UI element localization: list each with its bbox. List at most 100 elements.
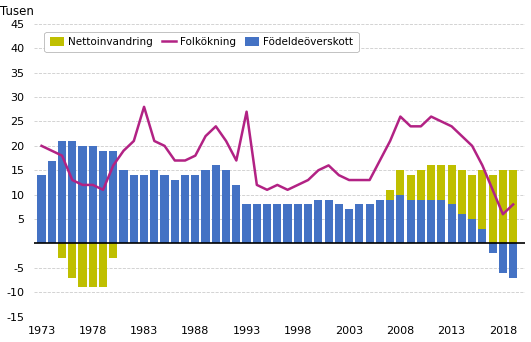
Bar: [89, 146, 97, 244]
Bar: [263, 205, 271, 244]
Bar: [396, 170, 405, 244]
Bar: [427, 200, 435, 244]
Bar: [201, 209, 210, 244]
Folkökning: [49, 149, 55, 153]
Bar: [345, 214, 353, 244]
Folkökning: [274, 183, 280, 187]
Folkökning: [192, 154, 199, 158]
Bar: [396, 195, 405, 244]
Folkökning: [407, 124, 414, 128]
Bar: [437, 166, 446, 244]
Bar: [386, 200, 394, 244]
Bar: [243, 234, 251, 244]
Folkökning: [90, 183, 96, 187]
Bar: [150, 219, 158, 244]
Bar: [386, 190, 394, 244]
Bar: [335, 214, 343, 244]
Bar: [160, 224, 169, 244]
Bar: [458, 170, 466, 244]
Folkökning: [79, 183, 85, 187]
Bar: [448, 166, 456, 244]
Folkökning: [243, 110, 250, 114]
Bar: [130, 175, 138, 244]
Bar: [417, 200, 425, 244]
Bar: [119, 234, 127, 244]
Bar: [140, 214, 148, 244]
Folkökning: [121, 149, 127, 153]
Folkökning: [387, 139, 393, 143]
Folkökning: [69, 178, 75, 182]
Folkökning: [459, 134, 465, 138]
Bar: [294, 205, 302, 244]
Bar: [212, 166, 220, 244]
Folkökning: [59, 154, 65, 158]
Bar: [407, 200, 415, 244]
Folkökning: [418, 124, 424, 128]
Bar: [171, 229, 179, 244]
Bar: [222, 170, 230, 244]
Bar: [109, 244, 117, 258]
Folkökning: [141, 105, 147, 109]
Folkökning: [356, 178, 363, 182]
Bar: [253, 229, 261, 244]
Folkökning: [100, 188, 106, 192]
Bar: [38, 175, 46, 244]
Bar: [324, 209, 333, 244]
Bar: [365, 219, 374, 244]
Bar: [181, 229, 189, 244]
Bar: [284, 229, 292, 244]
Folkökning: [428, 115, 434, 119]
Folkökning: [182, 158, 189, 162]
Text: Tusen: Tusen: [0, 5, 34, 18]
Folkökning: [376, 158, 383, 162]
Bar: [79, 146, 87, 244]
Bar: [273, 229, 281, 244]
Bar: [314, 214, 322, 244]
Folkökning: [366, 178, 373, 182]
Bar: [427, 166, 435, 244]
Bar: [48, 160, 56, 244]
Bar: [509, 170, 517, 244]
Bar: [68, 244, 76, 278]
Bar: [489, 244, 496, 253]
Bar: [458, 214, 466, 244]
Folkökning: [438, 119, 444, 123]
Folkökning: [469, 144, 475, 148]
Bar: [109, 151, 117, 244]
Folkökning: [223, 139, 229, 143]
Bar: [263, 229, 271, 244]
Bar: [324, 200, 333, 244]
Bar: [417, 170, 425, 244]
Folkökning: [490, 188, 496, 192]
Bar: [273, 205, 281, 244]
Bar: [448, 205, 456, 244]
Bar: [314, 200, 322, 244]
Folkökning: [233, 158, 239, 162]
Folkökning: [38, 144, 45, 148]
Folkökning: [326, 163, 332, 168]
Bar: [171, 180, 179, 244]
Bar: [130, 214, 138, 244]
Bar: [355, 205, 363, 244]
Bar: [58, 141, 66, 244]
Folkökning: [285, 188, 291, 192]
Folkökning: [305, 178, 311, 182]
Bar: [468, 175, 476, 244]
Folkökning: [172, 158, 178, 162]
Folkökning: [500, 212, 506, 216]
Bar: [499, 244, 507, 273]
Bar: [68, 141, 76, 244]
Bar: [58, 244, 66, 258]
Folkökning: [346, 178, 352, 182]
Bar: [365, 205, 374, 244]
Bar: [376, 200, 384, 244]
Bar: [191, 175, 200, 244]
Folkökning: [131, 139, 137, 143]
Folkökning: [212, 124, 219, 128]
Bar: [48, 239, 56, 244]
Bar: [345, 209, 353, 244]
Bar: [294, 224, 302, 244]
Bar: [160, 175, 169, 244]
Bar: [191, 224, 200, 244]
Bar: [499, 170, 507, 244]
